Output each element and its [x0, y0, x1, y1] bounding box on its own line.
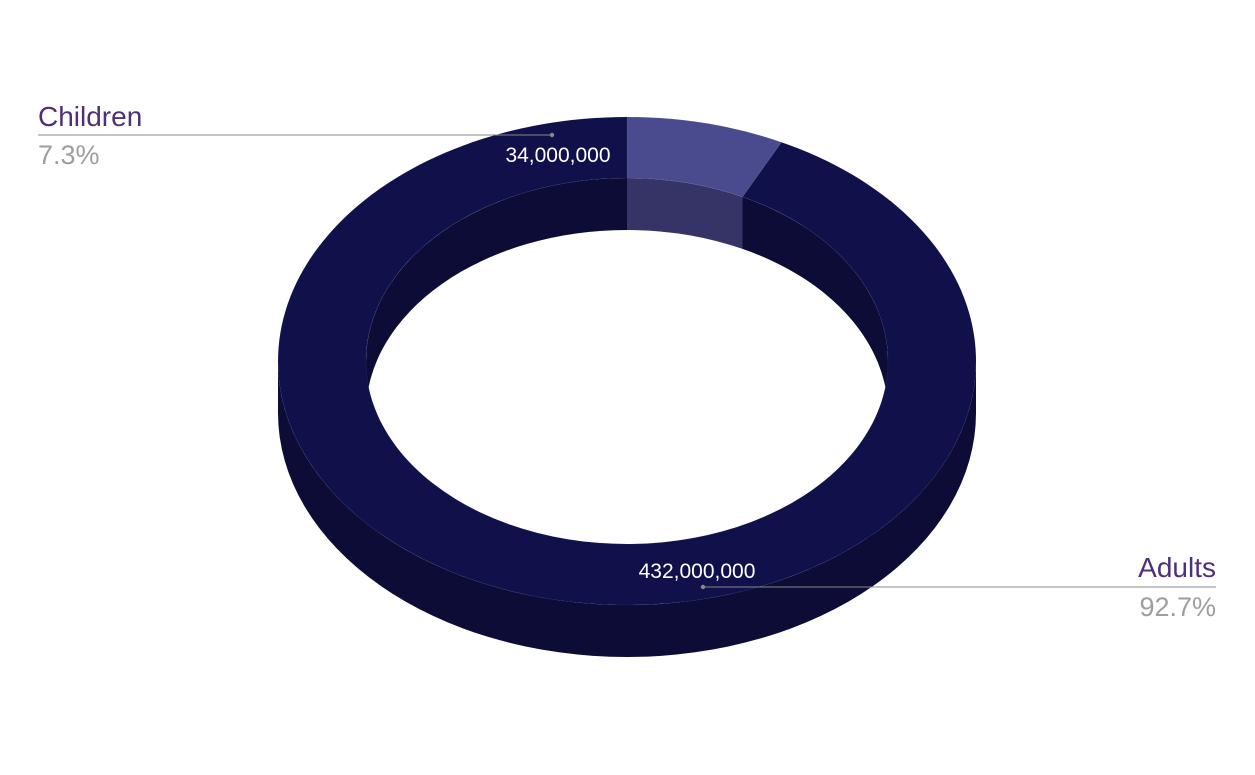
percent-label-adults: 92.7%: [1139, 592, 1216, 622]
inner-wall-adults-0: [366, 178, 627, 413]
donut-side-walls: [278, 178, 976, 657]
leader-lines: [38, 132, 1216, 590]
inner-wall-adults-1: [742, 196, 888, 413]
leader-dot-children: [549, 132, 555, 138]
percent-label-children: 7.3%: [38, 140, 100, 170]
slice-adults: [277, 116, 977, 606]
value-label-adults: 432,000,000: [639, 560, 756, 583]
slice-labels: Children 7.3% 34,000,000 Adults 92.7% 43…: [38, 101, 1216, 622]
outer-wall-adults: [278, 361, 976, 657]
donut-top-faces: [277, 116, 977, 606]
value-label-children: 34,000,000: [505, 144, 610, 167]
category-label-children: Children: [38, 101, 142, 132]
leader-dot-adults: [700, 584, 706, 590]
category-label-adults: Adults: [1138, 552, 1216, 583]
inner-wall-children-1: [627, 178, 743, 249]
